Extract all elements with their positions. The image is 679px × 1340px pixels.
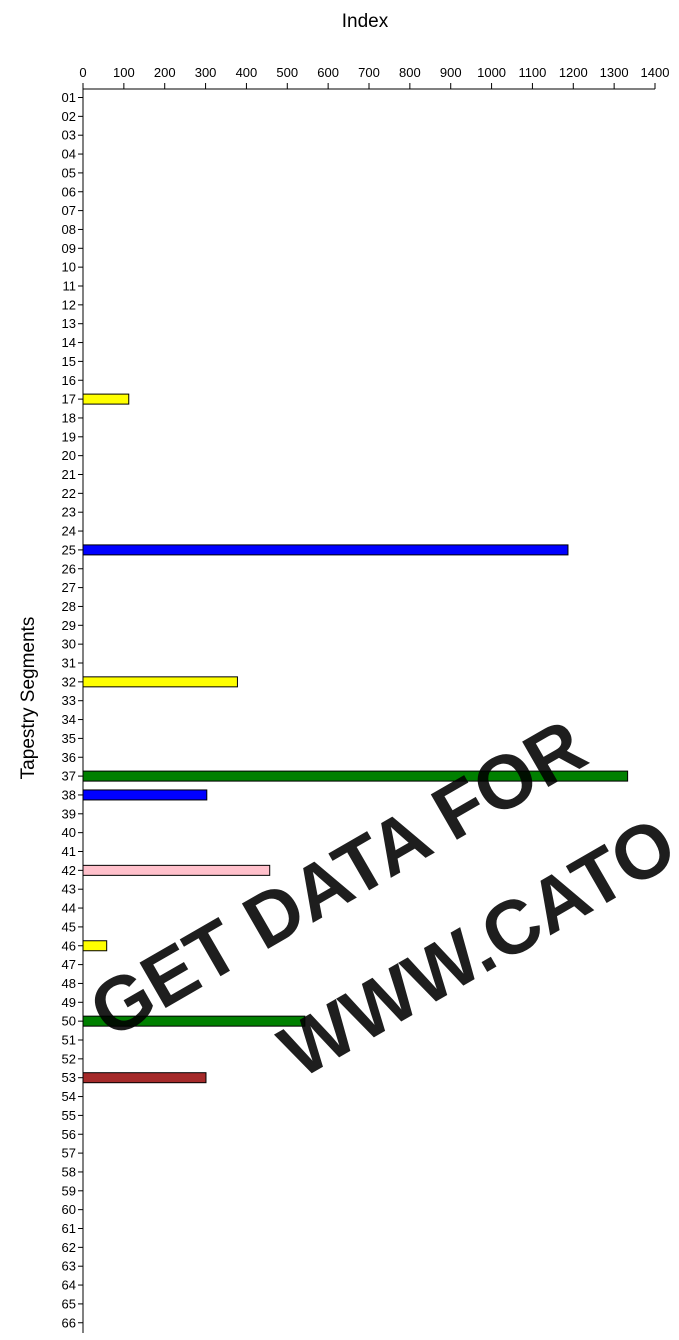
y-tick-label: 28 <box>62 599 76 614</box>
y-tick-label: 63 <box>62 1259 76 1274</box>
x-tick-label: 1300 <box>600 65 629 80</box>
y-tick-label: 16 <box>62 373 76 388</box>
y-tick-label: 25 <box>62 542 76 557</box>
x-tick-label: 600 <box>317 65 339 80</box>
y-tick-label: 20 <box>62 448 76 463</box>
y-tick-label: 47 <box>62 957 76 972</box>
bar-32 <box>82 676 238 688</box>
y-axis: 01 02 03 04 05 06 07 08 09 10 11 12 13 14 15 16 17 18 19 20… <box>62 89 84 1333</box>
y-tick-label: 30 <box>62 637 76 652</box>
x-tick-label: 1100 <box>518 65 546 80</box>
x-tick-label: 800 <box>399 65 421 80</box>
bars <box>82 393 629 1084</box>
y-tick-label: 21 <box>62 467 76 482</box>
bar-42 <box>82 864 271 876</box>
y-tick-label: 15 <box>62 354 76 369</box>
x-tick-label: 100 <box>113 65 135 80</box>
y-tick-label: 36 <box>62 750 76 765</box>
y-tick-label: 07 <box>62 203 76 218</box>
y-tick-label: 45 <box>62 919 76 934</box>
x-tick-label: 1000 <box>477 65 506 80</box>
y-tick-label: 35 <box>62 731 76 746</box>
y-tick-label: 42 <box>62 863 76 878</box>
y-tick-label: 40 <box>62 825 76 840</box>
y-tick-label: 18 <box>62 410 76 425</box>
y-tick-label: 64 <box>62 1278 76 1293</box>
y-tick-label: 14 <box>62 335 76 350</box>
y-tick-label: 13 <box>62 316 76 331</box>
y-tick-label: 05 <box>62 165 76 180</box>
y-tick-label: 39 <box>62 806 76 821</box>
y-tick-label: 02 <box>62 109 76 124</box>
y-tick-label: 38 <box>62 787 76 802</box>
y-tick-label: 48 <box>62 976 76 991</box>
y-tick-label: 17 <box>62 392 76 407</box>
y-tick-label: 65 <box>62 1296 76 1311</box>
bar-37 <box>82 770 629 782</box>
y-tick-label: 33 <box>62 693 76 708</box>
bar-38 <box>82 789 208 801</box>
y-tick-label: 62 <box>62 1240 76 1255</box>
y-tick-label: 12 <box>62 297 76 312</box>
y-tick-label: 66 <box>62 1315 76 1330</box>
y-axis-title: Tapestry Segments <box>18 617 39 780</box>
y-tick-label: 08 <box>62 222 76 237</box>
y-tick-label: 04 <box>62 147 76 162</box>
x-axis-title: Index <box>342 11 389 32</box>
y-tick-label: 31 <box>62 656 76 671</box>
y-tick-label: 24 <box>62 524 76 539</box>
y-tick-label: 29 <box>62 618 76 633</box>
x-axis: 0 100 200 300 400 500 600 700 800 900 1000 1100 1200… <box>79 65 670 90</box>
y-tick-label: 26 <box>62 561 76 576</box>
y-tick-label: 09 <box>62 241 76 256</box>
y-tick-label: 56 <box>62 1127 76 1142</box>
bar-46 <box>82 940 108 952</box>
y-tick-label: 22 <box>62 486 76 501</box>
y-tick-label: 23 <box>62 505 76 520</box>
y-tick-label: 55 <box>62 1108 76 1123</box>
y-tick-label: 49 <box>62 995 76 1010</box>
y-tick-label: 43 <box>62 882 76 897</box>
x-tick-label: 900 <box>440 65 462 80</box>
y-tick-label: 59 <box>62 1183 76 1198</box>
x-tick-label: 300 <box>195 65 217 80</box>
y-tick-label: 10 <box>62 260 76 275</box>
y-tick-label: 11 <box>63 279 77 294</box>
bar-50 <box>82 1015 306 1027</box>
y-tick-label: 27 <box>62 580 76 595</box>
y-tick-label: 19 <box>62 429 76 444</box>
y-tick-label: 34 <box>62 712 76 727</box>
y-tick-label: 32 <box>62 674 76 689</box>
y-tick-label: 54 <box>62 1089 76 1104</box>
y-tick-label: 57 <box>62 1146 76 1161</box>
x-tick-label: 700 <box>358 65 380 80</box>
y-tick-label: 60 <box>62 1202 76 1217</box>
x-tick-label: 200 <box>154 65 176 80</box>
watermark: GET DATA FOR WWW.CATO <box>76 703 679 1095</box>
bar-17 <box>82 393 130 405</box>
x-tick-label: 0 <box>79 65 86 80</box>
y-tick-label: 06 <box>62 184 76 199</box>
x-tick-label: 1200 <box>559 65 588 80</box>
x-tick-label: 400 <box>236 65 258 80</box>
y-tick-label: 01 <box>62 90 76 105</box>
y-tick-label: 61 <box>62 1221 76 1236</box>
y-tick-label: 44 <box>62 901 76 916</box>
bar-25 <box>82 544 569 556</box>
y-tick-label: 51 <box>62 1033 76 1048</box>
y-tick-label: 53 <box>62 1070 76 1085</box>
y-tick-label: 41 <box>62 844 76 859</box>
bar-53 <box>82 1072 207 1084</box>
y-tick-label: 52 <box>62 1051 76 1066</box>
y-tick-label: 37 <box>62 769 76 784</box>
y-tick-label: 46 <box>62 938 76 953</box>
y-tick-label: 58 <box>62 1164 76 1179</box>
y-tick-label: 03 <box>62 128 76 143</box>
y-tick-label: 50 <box>62 1014 76 1029</box>
x-tick-label: 500 <box>276 65 298 80</box>
x-tick-label: 1400 <box>641 65 670 80</box>
